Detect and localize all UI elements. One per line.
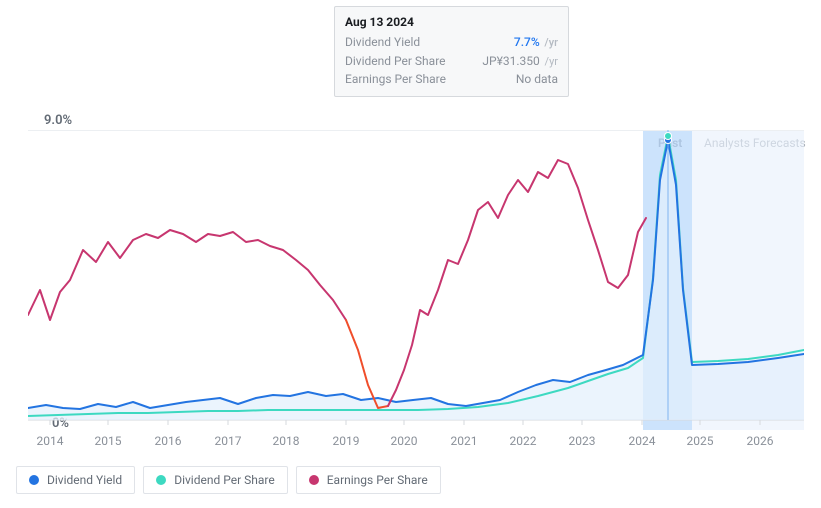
x-tick-label: 2019: [333, 434, 360, 448]
x-tick-label: 2026: [747, 434, 774, 448]
tooltip-row: Dividend Per Share JP¥31.350 /yr: [345, 52, 558, 71]
tooltip-row-unit: /yr: [542, 36, 558, 49]
tooltip-row-value: JP¥31.350 /yr: [482, 52, 558, 71]
x-tick-label: 2022: [510, 434, 537, 448]
x-tick-label: 2016: [155, 434, 182, 448]
chart-plot-area[interactable]: [28, 130, 804, 430]
tooltip-row-label: Earnings Per Share: [345, 70, 446, 88]
chart-tooltip: Aug 13 2024 Dividend Yield7.7% /yrDivide…: [334, 6, 569, 97]
legend-label: Earnings Per Share: [327, 473, 428, 487]
x-axis-labels: 2014 2015 2016 2017 2018 2019 2020 2021 2022 2023…: [28, 434, 804, 454]
tooltip-row: Earnings Per Share No data: [345, 70, 558, 88]
chart-svg: [28, 130, 804, 430]
tooltip-rows: Dividend Yield7.7% /yrDividend Per Share…: [345, 33, 558, 88]
tooltip-row: Dividend Yield 7.7% /yr: [345, 33, 558, 52]
chart-legend: Dividend Yield Dividend Per Share Earnings…: [16, 466, 441, 494]
tooltip-row-value: 7.7% /yr: [514, 33, 558, 52]
legend-item[interactable]: Dividend Per Share: [143, 466, 288, 494]
legend-item[interactable]: Earnings Per Share: [296, 466, 441, 494]
x-tick-label: 2018: [273, 434, 300, 448]
tooltip-row-unit: /yr: [542, 55, 558, 68]
x-tick-label: 2017: [215, 434, 242, 448]
x-tick-label: 2015: [95, 434, 122, 448]
tooltip-row-label: Dividend Yield: [345, 33, 420, 52]
x-tick-label: 2021: [451, 434, 478, 448]
legend-dot-icon: [309, 475, 319, 485]
legend-dot-icon: [29, 475, 39, 485]
dividend-chart: Aug 13 2024 Dividend Yield7.7% /yrDivide…: [0, 0, 821, 508]
tooltip-row-label: Dividend Per Share: [345, 52, 446, 71]
x-tick-label: 2025: [687, 434, 714, 448]
x-tick-label: 2023: [569, 434, 596, 448]
x-tick-label: 2024: [629, 434, 656, 448]
tooltip-date: Aug 13 2024: [345, 15, 558, 29]
tooltip-row-value: No data: [516, 70, 558, 88]
legend-dot-icon: [156, 475, 166, 485]
legend-label: Dividend Per Share: [174, 473, 275, 487]
legend-label: Dividend Yield: [47, 473, 122, 487]
legend-item[interactable]: Dividend Yield: [16, 466, 135, 494]
x-tick-label: 2014: [37, 434, 64, 448]
x-tick-label: 2020: [391, 434, 418, 448]
y-axis-max-label: 9.0%: [44, 113, 72, 128]
